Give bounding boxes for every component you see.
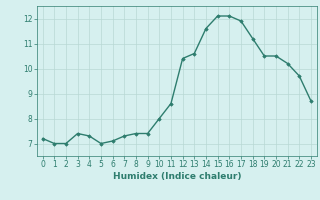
X-axis label: Humidex (Indice chaleur): Humidex (Indice chaleur) — [113, 172, 241, 181]
